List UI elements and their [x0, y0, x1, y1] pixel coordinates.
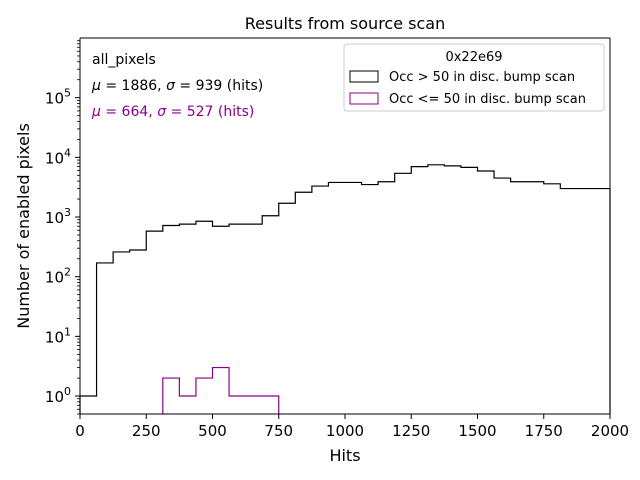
- x-tick-label: 1750: [525, 422, 563, 440]
- x-tick-label: 0: [75, 422, 85, 440]
- y-axis-ticks: 100 101 102 103 104 105: [45, 40, 80, 415]
- legend-title: 0x22e69: [445, 50, 502, 65]
- legend: 0x22e69 Occ > 50 in disc. bump scan Occ …: [343, 43, 605, 112]
- mu-symbol: μ: [91, 104, 101, 120]
- y-tick-label: 104: [45, 146, 71, 167]
- y-tick-label: 101: [45, 325, 71, 346]
- x-axis-label: Hits: [329, 446, 360, 465]
- x-tick-label: 1250: [392, 422, 430, 440]
- legend-swatch-black: [349, 70, 379, 83]
- annotation-stats-purple: μ = 664, σ = 527 (hits): [91, 104, 254, 120]
- sigma-symbol: σ: [166, 78, 176, 94]
- x-tick-label: 500: [198, 422, 227, 440]
- sigma-value: = 527 (hits): [166, 104, 254, 120]
- series-layer: [79, 164, 611, 414]
- y-tick-label: 105: [45, 87, 71, 108]
- mu-value: = 664,: [101, 104, 157, 120]
- chart-title: Results from source scan: [245, 14, 445, 33]
- y-axis-label: Number of enabled pixels: [14, 123, 33, 329]
- sigma-symbol: σ: [157, 104, 167, 120]
- legend-swatch-purple: [349, 92, 379, 105]
- annotation-stats-black: μ = 1886, σ = 939 (hits): [91, 78, 263, 94]
- y-tick-label: 102: [45, 266, 71, 287]
- legend-label-purple: Occ <= 50 in disc. bump scan: [389, 92, 586, 107]
- x-tick-label: 2000: [591, 422, 629, 440]
- x-tick-label: 1000: [326, 422, 364, 440]
- x-tick-label: 750: [264, 422, 293, 440]
- legend-label-black: Occ > 50 in disc. bump scan: [389, 70, 575, 85]
- sigma-value: = 939 (hits): [175, 78, 263, 94]
- x-axis-ticks: 0 250 500 750 1000 1250 1500 1750 2000: [75, 414, 629, 440]
- mu-value: = 1886,: [101, 78, 166, 94]
- legend-box: [343, 43, 605, 112]
- series-occ-gt-50: [79, 164, 611, 414]
- series-occ-le-50: [162, 366, 280, 414]
- mu-symbol: μ: [91, 78, 101, 94]
- x-tick-label: 1500: [458, 422, 496, 440]
- annotation-label: all_pixels: [92, 52, 156, 68]
- y-tick-label: 100: [45, 385, 71, 406]
- y-tick-label: 103: [45, 206, 71, 227]
- histogram-outline: [79, 164, 611, 414]
- histogram-outline: [162, 366, 280, 414]
- x-tick-label: 250: [132, 422, 161, 440]
